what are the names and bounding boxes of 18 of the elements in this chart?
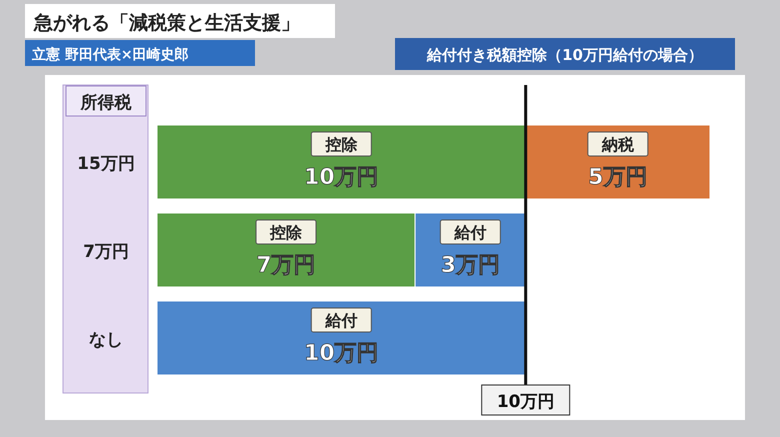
chart-title: 急がれる「減税策と生活支援」 bbox=[33, 12, 300, 34]
text: 給付 bbox=[325, 311, 358, 330]
y-axis-title: 所得税 bbox=[80, 93, 132, 113]
data-label: 3万円 bbox=[440, 253, 500, 278]
y-tick-label: 15万円 bbox=[77, 154, 135, 174]
chart-subtitle: 立憲 野田代表×田崎史郎 bbox=[31, 46, 189, 63]
data-label: 5万円 bbox=[588, 165, 648, 190]
text: 控除 bbox=[270, 223, 302, 242]
data-label: 10万円 bbox=[304, 341, 379, 366]
data-label: 7万円 bbox=[256, 253, 316, 278]
ref-line-label: 10万円 bbox=[496, 392, 555, 412]
series-label: 給付 bbox=[453, 223, 486, 242]
y-tick-label: 7万円 bbox=[83, 242, 129, 262]
data-label: 10万円 bbox=[304, 165, 379, 190]
text: 給付付き税額控除（10万円給付の場合） bbox=[426, 46, 703, 64]
series-label: 納税 bbox=[600, 135, 635, 154]
series-label: 控除 bbox=[324, 135, 358, 154]
y-tick-label: なし bbox=[89, 330, 123, 350]
